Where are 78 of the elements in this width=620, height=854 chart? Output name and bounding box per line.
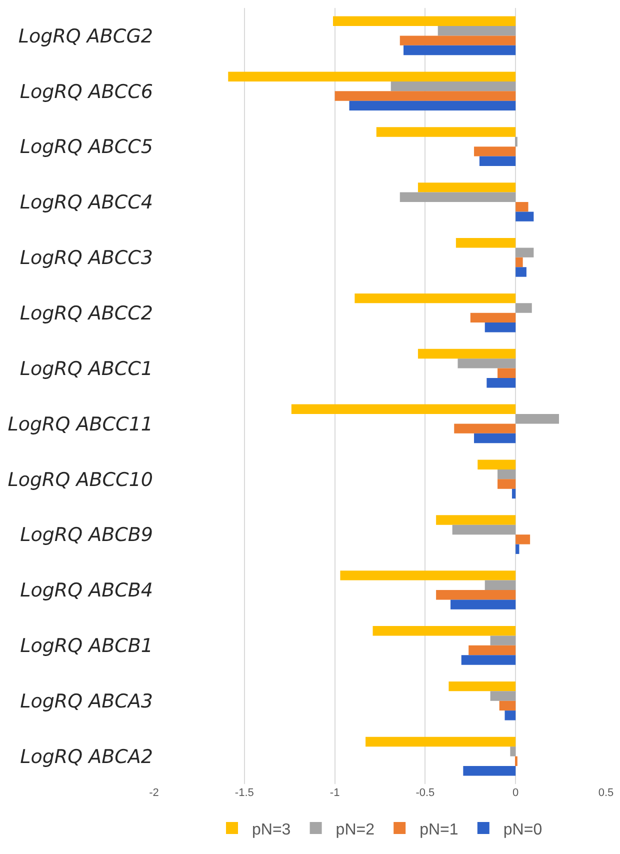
bar bbox=[340, 570, 516, 580]
bar bbox=[366, 736, 516, 747]
bar bbox=[498, 469, 516, 480]
bar bbox=[418, 182, 516, 192]
bar bbox=[474, 146, 516, 156]
y-tick-label: LogRQ ABCC11 bbox=[8, 413, 153, 436]
bar bbox=[484, 322, 516, 332]
y-tick-label: LogRQ ABCA3 bbox=[20, 690, 153, 713]
bar bbox=[438, 26, 516, 36]
bar bbox=[478, 460, 516, 470]
x-tick-label: -1.5 bbox=[234, 787, 254, 799]
bar bbox=[463, 766, 516, 776]
bar bbox=[516, 202, 528, 212]
bar bbox=[516, 267, 526, 277]
bar bbox=[479, 156, 516, 166]
bar bbox=[458, 358, 516, 368]
bar bbox=[512, 488, 516, 499]
bar bbox=[516, 303, 532, 313]
bar bbox=[404, 45, 516, 56]
bar bbox=[484, 580, 516, 590]
legend-label: pN=2 bbox=[336, 821, 375, 838]
bar bbox=[490, 691, 516, 701]
bar bbox=[516, 534, 530, 544]
y-tick-label: LogRQ ABCC5 bbox=[20, 136, 153, 158]
bar bbox=[516, 414, 559, 424]
bar bbox=[499, 700, 516, 711]
bar bbox=[376, 127, 516, 137]
x-tick-label: -2 bbox=[149, 787, 159, 799]
bar bbox=[468, 645, 516, 656]
bar bbox=[291, 404, 516, 414]
bar bbox=[436, 515, 516, 525]
bar bbox=[334, 91, 516, 101]
legend-label: pN=0 bbox=[503, 821, 542, 838]
x-tick-label: -0.5 bbox=[416, 787, 435, 799]
bar bbox=[516, 248, 534, 258]
y-tick-label: LogRQ ABCB4 bbox=[20, 580, 153, 602]
x-tick-label: 0 bbox=[512, 787, 519, 799]
bar bbox=[418, 348, 516, 359]
bar bbox=[332, 16, 516, 26]
y-tick-label: LogRQ ABCA2 bbox=[20, 746, 153, 768]
y-tick-label: LogRQ ABCC10 bbox=[8, 468, 153, 491]
bar bbox=[400, 192, 516, 202]
y-tick-label: LogRQ ABCB1 bbox=[20, 635, 153, 658]
bar bbox=[504, 710, 516, 720]
y-tick-label: LogRQ ABCC3 bbox=[20, 247, 153, 270]
bar bbox=[452, 524, 516, 535]
bar bbox=[400, 36, 516, 46]
bar bbox=[516, 544, 520, 554]
legend-label: pN=1 bbox=[420, 821, 458, 838]
bar bbox=[448, 681, 516, 692]
bar bbox=[498, 479, 516, 489]
bar bbox=[349, 100, 516, 111]
bar bbox=[456, 238, 516, 248]
y-tick-label: LogRQ ABCG2 bbox=[18, 25, 153, 48]
y-tick-label: LogRQ ABCC6 bbox=[20, 80, 153, 103]
bar bbox=[516, 257, 523, 268]
bar bbox=[454, 424, 516, 434]
bar bbox=[510, 746, 516, 756]
y-tick-label: LogRQ ABCC4 bbox=[20, 192, 153, 214]
y-tick-label: LogRQ ABCC1 bbox=[20, 358, 153, 380]
bar bbox=[354, 293, 516, 304]
bar bbox=[390, 81, 516, 92]
bar bbox=[498, 368, 516, 378]
bar bbox=[516, 212, 534, 222]
bar bbox=[486, 378, 516, 388]
y-tick-label: LogRQ ABCB9 bbox=[20, 524, 153, 546]
bar bbox=[461, 655, 516, 665]
bar bbox=[490, 636, 516, 646]
bar bbox=[372, 626, 516, 636]
x-tick-label: -1 bbox=[330, 787, 340, 799]
y-tick-label: LogRQ ABCC2 bbox=[20, 302, 153, 325]
bar bbox=[450, 600, 516, 610]
x-tick-label: 0.5 bbox=[598, 787, 614, 799]
bar bbox=[470, 312, 516, 323]
bar bbox=[474, 433, 516, 444]
legend-label: pN=3 bbox=[252, 821, 291, 838]
bar bbox=[436, 590, 516, 600]
bar bbox=[228, 72, 516, 82]
